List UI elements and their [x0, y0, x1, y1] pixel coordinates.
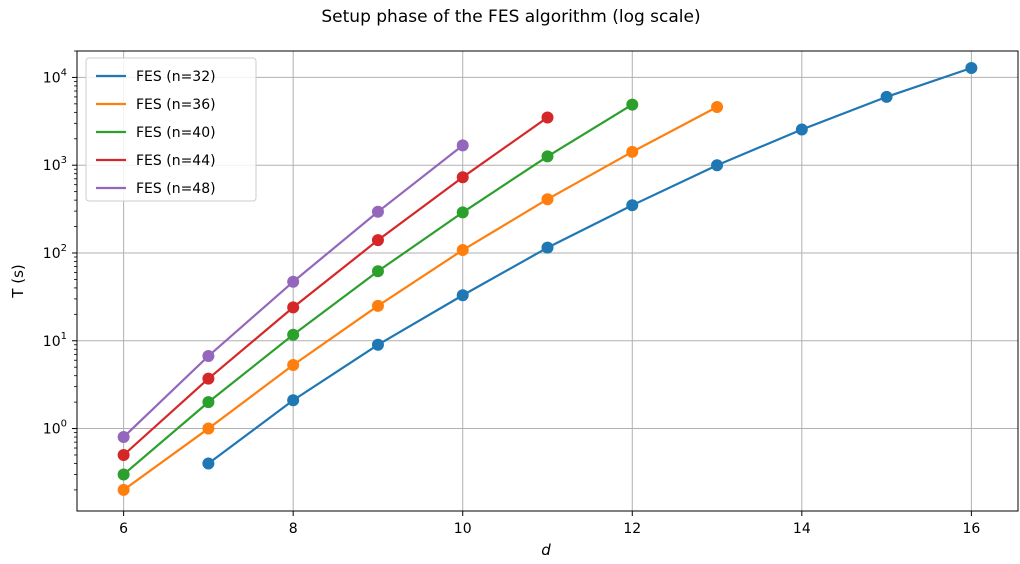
- x-tick-label: 6: [119, 521, 128, 537]
- y-tick-label: 100: [43, 419, 67, 438]
- series-points: [117, 62, 978, 496]
- data-point: [711, 101, 724, 114]
- legend-label: FES (n=32): [136, 69, 216, 85]
- data-point: [117, 431, 130, 444]
- data-point: [456, 139, 469, 152]
- data-point: [202, 396, 215, 409]
- chart-title: Setup phase of the FES algorithm (log sc…: [321, 7, 700, 27]
- data-point: [795, 123, 808, 136]
- legend-box: [85, 57, 257, 202]
- data-point: [965, 62, 978, 75]
- data-point: [202, 372, 215, 385]
- data-point: [287, 275, 300, 288]
- y-tick-label: 103: [43, 155, 67, 174]
- data-point: [371, 205, 384, 218]
- legend-label: FES (n=48): [136, 181, 216, 197]
- series-line-1: [122, 106, 718, 491]
- x-tick-label: 8: [289, 521, 298, 537]
- data-point: [456, 289, 469, 302]
- legend-label: FES (n=44): [136, 153, 216, 169]
- y-axis-ticks: 100 101 102 103 104: [43, 50, 77, 491]
- data-point: [456, 244, 469, 257]
- data-point: [456, 171, 469, 184]
- x-tick-label: 12: [623, 521, 641, 537]
- data-point: [626, 199, 639, 212]
- data-point: [541, 150, 554, 163]
- legend-label: FES (n=40): [136, 125, 216, 141]
- data-point: [371, 299, 384, 312]
- data-point: [371, 338, 384, 351]
- data-point: [541, 111, 554, 124]
- y-tick-label: 102: [43, 243, 67, 262]
- data-point: [541, 241, 554, 254]
- data-point: [541, 193, 554, 206]
- data-point: [287, 328, 300, 341]
- x-tick-label: 14: [793, 521, 811, 537]
- y-tick-label: 104: [43, 67, 67, 86]
- data-point: [456, 206, 469, 219]
- data-point: [117, 468, 130, 481]
- legend: FES (n=32) FES (n=36) FES (n=40) FES (n=44)…: [85, 57, 257, 202]
- data-point: [287, 358, 300, 371]
- data-point: [202, 350, 215, 363]
- data-point: [117, 483, 130, 496]
- plot-frame: [76, 50, 1019, 512]
- data-point: [117, 448, 130, 461]
- data-point: [880, 90, 893, 103]
- data-point: [711, 159, 724, 172]
- x-axis-ticks: 6 8 10 12 14 16: [119, 511, 980, 537]
- data-point: [371, 234, 384, 247]
- series-line-0: [207, 66, 972, 465]
- data-point: [287, 301, 300, 314]
- data-point: [202, 457, 215, 470]
- x-axis-label: d: [541, 541, 551, 559]
- data-point: [626, 98, 639, 111]
- data-point: [371, 265, 384, 278]
- y-tick-label: 101: [43, 331, 67, 350]
- data-point: [287, 394, 300, 407]
- y-axis-label: T (s): [9, 264, 27, 298]
- x-tick-label: 16: [962, 521, 980, 537]
- legend-label: FES (n=36): [136, 97, 216, 113]
- data-point: [202, 422, 215, 435]
- series-line-3: [122, 116, 549, 456]
- data-point: [626, 145, 639, 158]
- x-tick-label: 10: [454, 521, 472, 537]
